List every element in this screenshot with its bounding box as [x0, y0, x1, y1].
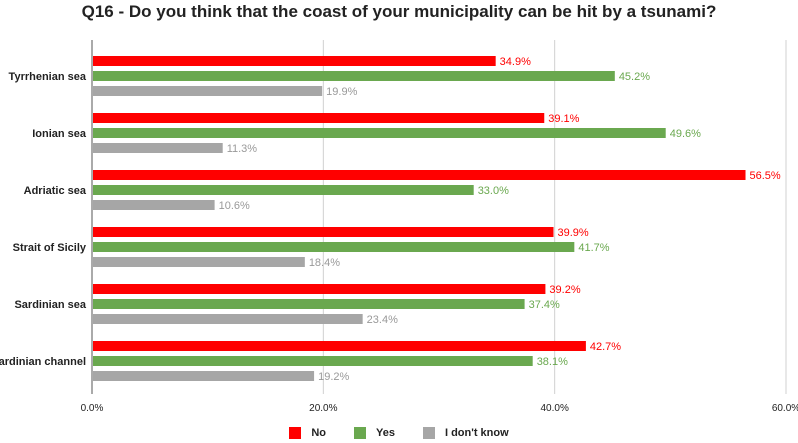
- data-label-yes-tyrrhenian-sea: 45.2%: [619, 71, 650, 83]
- bar-i-don-t-know-adriatic-sea: [93, 200, 215, 210]
- bar-chart: 0.0% 20.0% 40.0% 60.0% Tyrrhenian sea Ionian…: [0, 40, 798, 414]
- data-label-yes-strait-of-sicily: 41.7%: [578, 242, 609, 254]
- bar-i-don-t-know-sardinian-sea: [93, 314, 363, 324]
- x-tick-label: 0.0%: [81, 403, 104, 414]
- data-labels: 34.9% 45.2% 19.9% 39.1% 49.6% 11.3% 56.5% 33.0%…: [219, 56, 781, 383]
- bar-yes-tyrrhenian-sea: [93, 71, 615, 81]
- bar-no-sardinian-sea: [93, 284, 546, 294]
- legend-swatch: [289, 427, 302, 439]
- bar-yes-ionian-sea: [93, 128, 666, 138]
- data-label-yes-sardinian-sea: 37.4%: [529, 299, 560, 311]
- x-axis-ticks: 0.0% 20.0% 40.0% 60.0%: [81, 403, 798, 414]
- bar-yes-adriatic-sea: [93, 185, 474, 195]
- bar-yes-sardinian-channel: [93, 356, 533, 366]
- data-label-no-tyrrhenian-sea: 34.9%: [500, 56, 531, 68]
- bar-no-strait-of-sicily: [93, 227, 554, 237]
- data-label-i-don-t-know-sardinian-channel: 19.2%: [318, 371, 349, 383]
- data-label-i-don-t-know-ionian-sea: 11.3%: [227, 143, 258, 155]
- gridlines: [91, 40, 787, 394]
- category-label: Strait of Sicily: [13, 242, 87, 254]
- data-label-no-sardinian-channel: 42.7%: [590, 341, 621, 353]
- legend-swatch: [353, 427, 366, 439]
- x-tick-label: 20.0%: [309, 403, 337, 414]
- legend-label: I don't know: [444, 427, 509, 439]
- x-tick-label: 40.0%: [540, 403, 568, 414]
- bar-i-don-t-know-sardinian-channel: [93, 371, 315, 381]
- legend-label: No: [311, 427, 326, 439]
- data-label-i-don-t-know-strait-of-sicily: 18.4%: [309, 257, 340, 269]
- data-label-no-ionian-sea: 39.1%: [548, 113, 579, 125]
- category-label: Adriatic sea: [24, 185, 87, 197]
- bar-no-ionian-sea: [93, 113, 545, 123]
- category-labels: Tyrrhenian sea Ionian sea Adriatic sea Stra…: [0, 71, 87, 368]
- legend-label: Yes: [375, 427, 395, 439]
- legend-item-yes: Yes: [353, 427, 395, 439]
- data-label-i-don-t-know-sardinian-sea: 23.4%: [367, 314, 398, 326]
- data-label-no-adriatic-sea: 56.5%: [750, 170, 781, 182]
- bar-no-adriatic-sea: [93, 170, 746, 180]
- data-label-yes-sardinian-channel: 38.1%: [537, 356, 568, 368]
- legend: No Yes I don't know: [0, 427, 798, 439]
- bar-no-tyrrhenian-sea: [93, 56, 496, 66]
- bar-yes-sardinian-sea: [93, 299, 525, 309]
- data-label-no-sardinian-sea: 39.2%: [549, 284, 580, 296]
- category-label: Sardinian channel: [0, 356, 86, 368]
- bar-no-sardinian-channel: [93, 341, 586, 351]
- category-label: Tyrrhenian sea: [9, 71, 87, 83]
- legend-swatch: [422, 427, 435, 439]
- data-label-i-don-t-know-tyrrhenian-sea: 19.9%: [326, 86, 357, 98]
- x-tick-label: 60.0%: [772, 403, 798, 414]
- category-label: Ionian sea: [32, 128, 87, 140]
- bars: [93, 56, 746, 381]
- data-label-i-don-t-know-adriatic-sea: 10.6%: [219, 200, 250, 212]
- bar-i-don-t-know-strait-of-sicily: [93, 257, 305, 267]
- legend-item-no: No: [289, 427, 326, 439]
- data-label-no-strait-of-sicily: 39.9%: [558, 227, 589, 239]
- bar-i-don-t-know-tyrrhenian-sea: [93, 86, 323, 96]
- data-label-yes-adriatic-sea: 33.0%: [478, 185, 509, 197]
- category-label: Sardinian sea: [14, 299, 86, 311]
- bar-i-don-t-know-ionian-sea: [93, 143, 223, 153]
- chart-title: Q16 - Do you think that the coast of you…: [81, 2, 717, 21]
- data-label-yes-ionian-sea: 49.6%: [670, 128, 701, 140]
- legend-item-i-don-t-know: I don't know: [422, 427, 509, 439]
- bar-yes-strait-of-sicily: [93, 242, 575, 252]
